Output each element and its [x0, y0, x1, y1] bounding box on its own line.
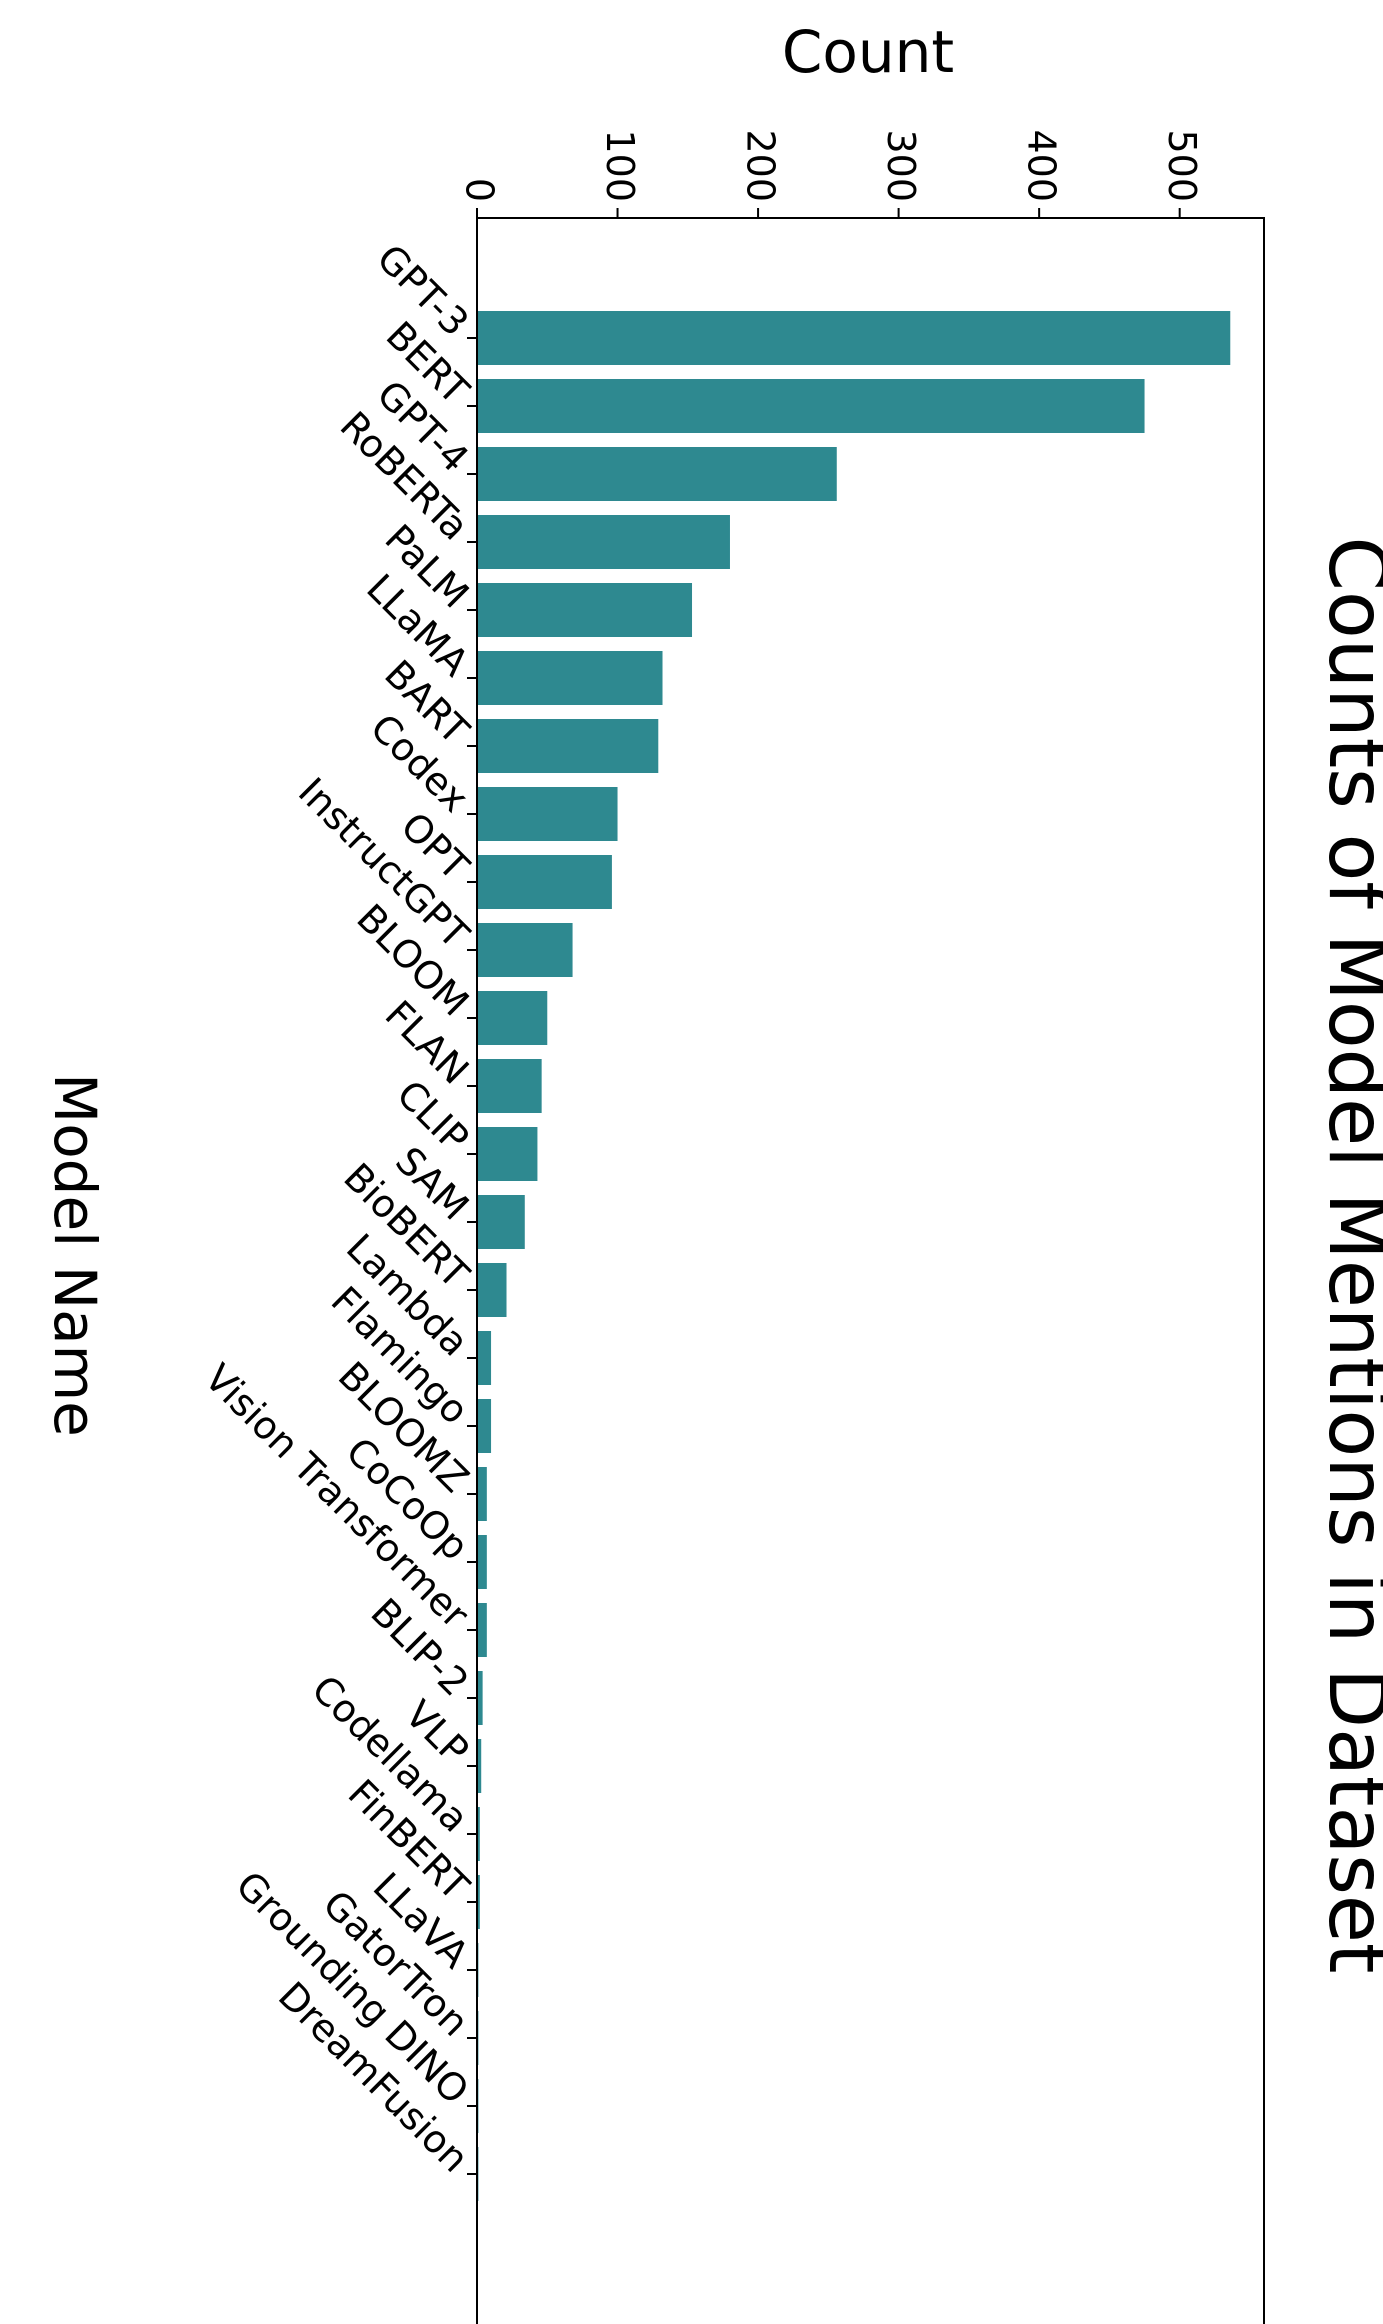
bar: [477, 447, 837, 501]
bar: [477, 1331, 492, 1385]
bar: [477, 1263, 507, 1317]
bar: [477, 1603, 487, 1657]
bar: [477, 1059, 542, 1113]
bar: [477, 923, 573, 977]
bar: [477, 1739, 482, 1793]
bar: [477, 1535, 487, 1589]
x-tick-label: 100: [598, 129, 642, 202]
category-label: CLIP: [388, 1072, 477, 1161]
bar: [477, 379, 1145, 433]
bar: [477, 311, 1231, 365]
bar: [477, 1195, 525, 1249]
bar: [477, 855, 612, 909]
x-tick-label: 0: [458, 178, 502, 202]
bar: [477, 991, 548, 1045]
y-ticks-group: GPT-3BERTGPT-4RoBERTaPaLMLLaMABARTCodexO…: [196, 236, 478, 2181]
plot-frame: [476, 217, 1265, 2324]
bar: [477, 515, 730, 569]
bar: [477, 583, 693, 637]
x-ticks-group: 0 100 200 300 400 500: [458, 129, 1204, 218]
bar: [477, 1807, 480, 1861]
bar: [477, 787, 618, 841]
bar: [477, 651, 663, 705]
chart-title: Counts of Model Mentions in Dataset: [1311, 537, 1383, 1974]
bar: [477, 719, 659, 773]
bar: [477, 1127, 538, 1181]
x-tick-label: 300: [879, 129, 923, 202]
x-tick-label: 200: [739, 129, 783, 202]
x-tick-label: 500: [1160, 129, 1204, 202]
bar: [477, 1875, 480, 1929]
x-tick-label: 400: [1020, 129, 1064, 202]
bars-group: [477, 311, 1231, 2201]
bar: [477, 1467, 487, 1521]
bar: [477, 1399, 492, 1453]
x-axis-label: Count: [782, 18, 954, 86]
y-axis-label: Model Name: [41, 1073, 109, 1437]
bar: [477, 1671, 483, 1725]
